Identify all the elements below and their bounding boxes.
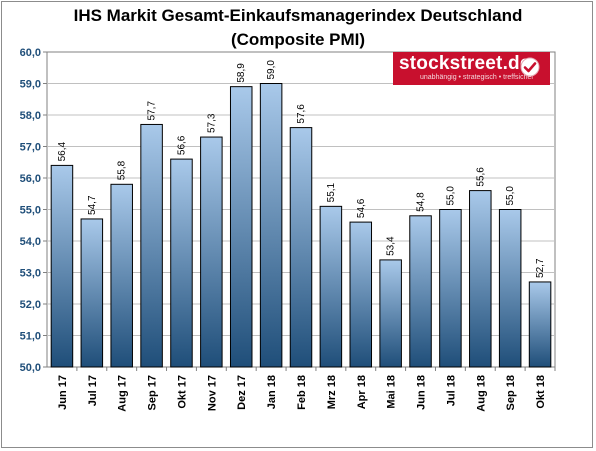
bar <box>200 136 223 368</box>
x-tick-label: Jun 18 <box>416 375 428 410</box>
data-label: 58,9 <box>236 63 247 83</box>
data-label: 55,0 <box>445 186 456 206</box>
x-tick-label: Okt 18 <box>535 375 547 409</box>
y-tick-label: 60,0 <box>20 47 41 59</box>
y-tick-label: 57,0 <box>20 142 41 154</box>
bar <box>50 164 74 368</box>
y-tick-label: 58,0 <box>20 110 41 122</box>
bar <box>469 190 492 368</box>
bar <box>289 127 313 368</box>
data-label: 57,7 <box>147 101 158 121</box>
y-tick-label: 51,0 <box>20 331 41 343</box>
x-tick-label: Sep 18 <box>505 375 517 410</box>
bar <box>528 281 552 368</box>
data-label: 56,4 <box>57 141 68 161</box>
bar <box>409 215 432 368</box>
data-label: 54,8 <box>416 192 427 212</box>
x-tick-label: Mrz 18 <box>326 375 338 409</box>
data-label: 57,3 <box>206 113 217 133</box>
bar <box>498 209 522 368</box>
checkmark-icon <box>520 57 540 77</box>
x-tick-label: Jun 17 <box>57 375 69 410</box>
x-tick-label: Aug 17 <box>117 375 129 412</box>
x-tick-label: Jul 18 <box>445 375 457 406</box>
data-label: 57,6 <box>296 104 307 124</box>
bar <box>349 221 373 368</box>
x-tick-label: Jul 17 <box>87 375 99 406</box>
bar <box>170 158 193 368</box>
y-tick-label: 53,0 <box>20 268 41 280</box>
chart-title: IHS Markit Gesamt-Einkaufsmanagerindex D… <box>73 6 523 25</box>
x-tick-label: Nov 17 <box>206 375 218 411</box>
x-tick-label: Jan 18 <box>266 375 278 409</box>
bar <box>229 86 253 368</box>
chart-subtitle: (Composite PMI) <box>230 30 366 49</box>
bar <box>259 83 283 368</box>
bar <box>319 205 343 368</box>
stockstreet-logo: stockstreet.de unabhängig • strategisch … <box>393 52 550 85</box>
x-tick-label: Dez 17 <box>236 375 248 410</box>
x-tick-label: Feb 18 <box>296 375 308 410</box>
data-label: 54,7 <box>87 195 98 215</box>
y-tick-label: 52,0 <box>20 299 41 311</box>
y-tick-label: 50,0 <box>20 362 41 374</box>
data-label: 55,6 <box>475 167 486 187</box>
bar <box>439 209 462 368</box>
data-label: 55,8 <box>117 160 128 180</box>
data-label: 59,0 <box>266 60 277 80</box>
x-tick-label: Mai 18 <box>386 375 398 409</box>
y-tick-label: 59,0 <box>20 79 41 91</box>
x-tick-label: Sep 17 <box>147 375 159 410</box>
bar <box>379 259 402 368</box>
y-tick-label: 56,0 <box>20 173 41 185</box>
data-label: 54,6 <box>356 198 367 218</box>
y-tick-label: 54,0 <box>20 236 41 248</box>
bar <box>110 183 133 368</box>
y-tick-label: 55,0 <box>20 205 41 217</box>
data-label: 53,4 <box>386 236 397 256</box>
data-label: 56,6 <box>176 135 187 155</box>
logo-slogan: unabhängig • strategisch • treffsicher <box>420 74 534 81</box>
logo-name: stockstreet.de <box>399 53 531 74</box>
bar <box>80 218 104 368</box>
x-tick-label: Okt 17 <box>176 375 188 409</box>
data-label: 55,1 <box>326 182 337 202</box>
data-label: 55,0 <box>505 186 516 206</box>
x-tick-label: Aug 18 <box>475 375 487 412</box>
bar <box>140 123 163 368</box>
x-tick-label: Apr 18 <box>356 375 368 409</box>
data-label: 52,7 <box>535 258 546 278</box>
